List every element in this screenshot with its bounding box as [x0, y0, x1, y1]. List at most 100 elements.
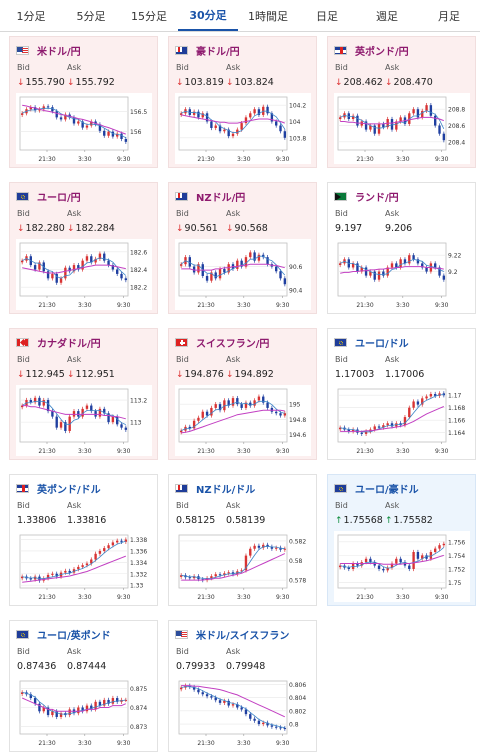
pair-link[interactable]: ユーロ/豪ドル — [334, 481, 419, 496]
x-tick-label: 9:30 — [276, 302, 290, 309]
rate-card[interactable]: 英ポンド/円 Bid Ask ↓208.462 ↓208.470 208.8 208.6 20… — [327, 36, 476, 168]
pair-name[interactable]: 米ドル/円 — [37, 46, 81, 58]
candlestick-chart[interactable]: 182.6 182.4 182.2 21:30 3:30 9:30 — [16, 239, 152, 310]
bid-value: 1.33806 — [17, 515, 56, 526]
ask-price: 182.284 — [75, 223, 115, 234]
candlestick-chart[interactable]: 9.22 9.2 21:30 3:30 9:30 — [334, 239, 470, 310]
pair-link[interactable]: カナダドル/円 — [16, 335, 101, 350]
pair-link[interactable]: スイスフラン/円 — [175, 335, 270, 350]
candle-body — [373, 125, 376, 134]
candle-body — [266, 722, 269, 726]
pair-link[interactable]: NZドル/円 — [175, 189, 246, 204]
candlestick-chart[interactable]: 1.17 1.168 1.166 1.164 21:30 3:30 9:30 — [334, 385, 470, 456]
candle-body — [103, 253, 106, 261]
pair-link[interactable]: NZドル/ドル — [175, 481, 256, 496]
pair-name[interactable]: ランド/円 — [355, 192, 399, 204]
pair-link[interactable]: 豪ドル/円 — [175, 43, 240, 58]
pair-name[interactable]: 豪ドル/円 — [196, 46, 240, 58]
pair-link[interactable]: 英ポンド/円 — [334, 43, 409, 58]
pair-link[interactable]: ユーロ/ドル — [334, 335, 409, 350]
tab-6[interactable]: 週足 — [376, 9, 398, 23]
rate-card[interactable]: NZドル/ドル Bid Ask 0.58125 0.58139 0.582 0.58 0.57… — [168, 474, 317, 606]
pair-name[interactable]: NZドル/ドル — [196, 484, 256, 496]
candlestick-chart[interactable]: 1.756 1.754 1.752 1.75 21:30 3:30 9:30 — [334, 531, 470, 602]
candlestick-chart[interactable]: 195 194.8 194.6 21:30 3:30 9:30 — [175, 385, 311, 456]
rate-card[interactable]: スイスフラン/円 Bid Ask ↓194.876 ↓194.892 195 194.8 19… — [168, 328, 317, 460]
tab-3[interactable]: 30分足 — [178, 0, 238, 31]
tab-2[interactable]: 15分足 — [131, 9, 167, 23]
pair-name[interactable]: スイスフラン/円 — [196, 338, 270, 350]
candle-body — [188, 577, 191, 579]
x-tick-label: 3:30 — [237, 740, 251, 747]
candlestick-chart[interactable]: 113.2 113 21:30 3:30 9:30 — [16, 385, 152, 456]
tab-5[interactable]: 日足 — [316, 9, 338, 23]
candle-body — [192, 576, 196, 579]
rate-card[interactable]: 米ドル/円 Bid Ask ↓155.790 ↓155.792 156.5 156 21:30… — [9, 36, 158, 168]
ma-short-line — [340, 547, 445, 569]
pair-name[interactable]: ユーロ/円 — [37, 192, 81, 204]
candle-body — [38, 262, 41, 270]
pair-name[interactable]: ユーロ/英ポンド — [37, 630, 111, 642]
pair-name[interactable]: ユーロ/豪ドル — [355, 484, 419, 496]
pair-link[interactable]: ユーロ/円 — [16, 189, 81, 204]
y-tick-label: 182.6 — [130, 249, 147, 256]
rate-card[interactable]: 米ドル/スイスフラン Bid Ask 0.79933 0.79948 0.806 0.804… — [168, 620, 317, 752]
candlestick-chart[interactable]: 156.5 156 21:30 3:30 9:30 — [16, 93, 152, 164]
pair-name[interactable]: カナダドル/円 — [37, 338, 101, 350]
candle-body — [55, 416, 58, 428]
x-tick-label: 21:30 — [197, 740, 214, 747]
candle-body — [351, 115, 355, 120]
bid-value: ↓208.462 — [335, 77, 383, 88]
tab-0[interactable]: 1分足 — [16, 9, 46, 23]
chart-frame — [19, 96, 129, 151]
pair-name[interactable]: 米ドル/スイスフラン — [196, 630, 290, 642]
candle-body — [283, 548, 287, 550]
candlestick-chart[interactable]: 0.806 0.804 0.802 0.8 21:30 3:30 9:30 — [175, 677, 311, 748]
bid-label: Bid — [17, 355, 30, 364]
rate-card[interactable]: 英ポンド/ドル Bid Ask 1.33806 1.33816 1.338 1.336 1.3… — [9, 474, 158, 606]
pair-name[interactable]: ユーロ/ドル — [355, 338, 409, 350]
pair-link[interactable]: 英ポンド/ドル — [16, 481, 101, 496]
candlestick-chart[interactable]: 90.6 90.4 21:30 3:30 9:30 — [175, 239, 311, 310]
rate-card[interactable]: カナダドル/円 Bid Ask ↓112.945 ↓112.951 113.2 113 21:… — [9, 328, 158, 460]
tab-4[interactable]: 1時間足 — [248, 9, 288, 23]
rate-card[interactable]: ユーロ/円 Bid Ask ↓182.280 ↓182.284 182.6 182.4 182… — [9, 182, 158, 314]
candle-body — [382, 123, 385, 128]
bid-value: ↓182.280 — [17, 223, 65, 234]
pair-link[interactable]: 米ドル/円 — [16, 43, 81, 58]
candle-body — [373, 271, 376, 280]
candle-body — [390, 563, 394, 568]
pair-name[interactable]: 英ポンド/ドル — [37, 484, 101, 496]
ask-label: Ask — [67, 355, 82, 364]
pair-link[interactable]: 米ドル/スイスフラン — [175, 627, 290, 642]
candle-body — [257, 396, 261, 401]
rate-card[interactable]: NZドル/円 Bid Ask ↓90.561 ↓90.568 90.6 90.4 21:30 3… — [168, 182, 317, 314]
candle-body — [223, 573, 226, 576]
bid-price: 9.197 — [335, 223, 363, 234]
x-tick-label: 21:30 — [356, 448, 373, 455]
rate-card[interactable]: ランド/円 Bid Ask 9.197 9.206 9.22 9.2 21:30 3:30 9:3… — [327, 182, 476, 314]
candle-body — [107, 699, 110, 704]
tab-7[interactable]: 月足 — [438, 9, 460, 23]
x-tick-label: 21:30 — [38, 448, 55, 455]
y-tick-label: 113 — [130, 420, 142, 427]
rate-card[interactable]: ユーロ/豪ドル Bid Ask ↑1.75568 ↑1.75582 1.756 1.754 1… — [327, 474, 476, 606]
bid-label: Bid — [17, 501, 30, 510]
pair-link[interactable]: ランド/円 — [334, 189, 399, 204]
pair-name[interactable]: NZドル/円 — [196, 192, 246, 204]
pair-name[interactable]: 英ポンド/円 — [355, 46, 409, 58]
candlestick-chart[interactable]: 208.8 208.6 208.4 21:30 3:30 9:30 — [334, 93, 470, 164]
candle-body — [59, 422, 63, 428]
candle-body — [266, 402, 269, 408]
candlestick-chart[interactable]: 104.2 104 103.8 21:30 3:30 9:30 — [175, 93, 311, 164]
candlestick-chart[interactable]: 0.582 0.58 0.578 21:30 3:30 9:30 — [175, 531, 311, 602]
pair-link[interactable]: ユーロ/英ポンド — [16, 627, 111, 642]
candlestick-chart[interactable]: 1.338 1.336 1.334 1.332 1.33 21:30 3:30 9:30 — [16, 531, 152, 602]
rate-card[interactable]: ユーロ/英ポンド Bid Ask 0.87436 0.87444 0.875 0.874 0.… — [9, 620, 158, 752]
tab-1[interactable]: 5分足 — [76, 9, 106, 23]
y-tick-label: 0.875 — [130, 686, 147, 693]
rate-card[interactable]: ユーロ/ドル Bid Ask 1.17003 1.17006 1.17 1.168 1.166… — [327, 328, 476, 460]
rate-card[interactable]: 豪ドル/円 Bid Ask ↓103.819 ↓103.824 104.2 104 103.8… — [168, 36, 317, 168]
up-arrow-icon: ↑ — [335, 516, 343, 526]
candlestick-chart[interactable]: 0.875 0.874 0.873 21:30 3:30 9:30 — [16, 677, 152, 748]
